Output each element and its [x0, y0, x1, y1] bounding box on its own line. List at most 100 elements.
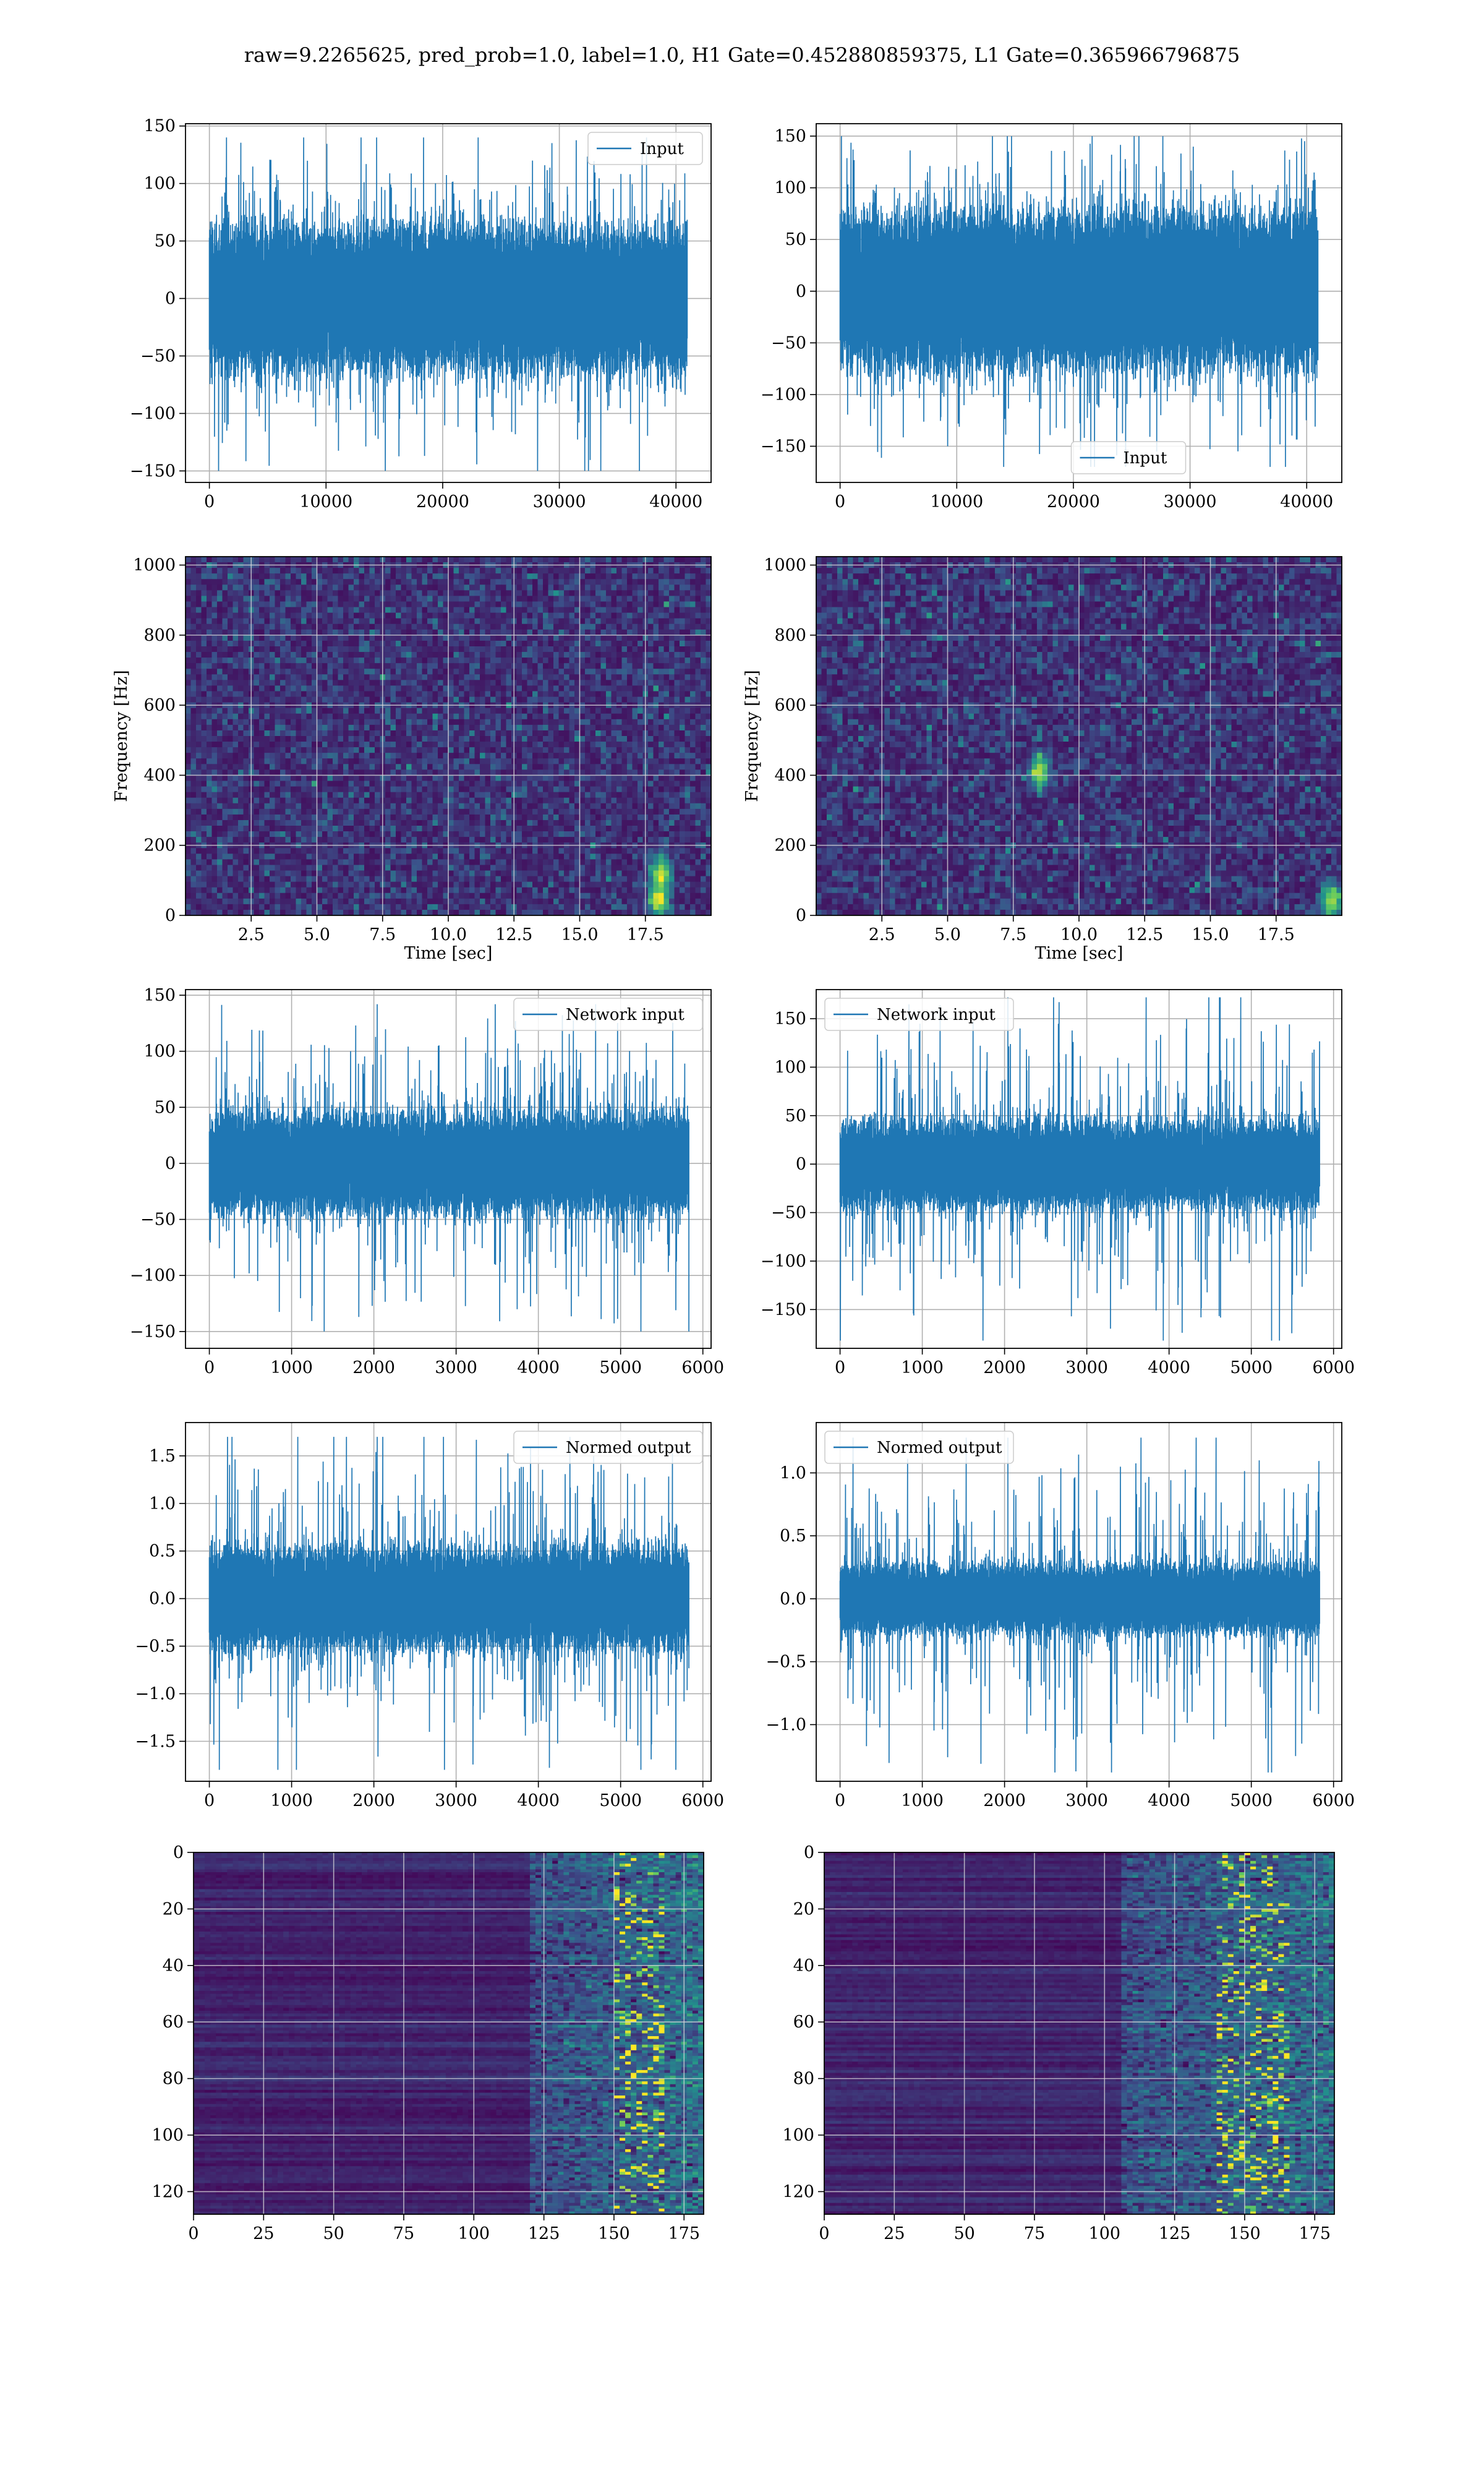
heatmap-cell [595, 685, 602, 692]
heatmap-cell [322, 623, 328, 630]
heatmap-cell [600, 736, 607, 742]
heatmap-cell [569, 696, 575, 703]
heatmap-cell [427, 579, 433, 585]
heatmap-cell [417, 612, 423, 619]
heatmap-cell [663, 742, 670, 748]
heatmap-cell [627, 719, 633, 726]
heatmap-cell [317, 719, 323, 726]
heatmap-cell [632, 635, 638, 641]
heatmap-cell [327, 601, 333, 608]
heatmap-cell [527, 568, 533, 574]
heatmap-cell [443, 742, 449, 748]
heatmap-cell [459, 657, 465, 664]
heatmap-cell [259, 607, 265, 614]
heatmap-cell [422, 814, 428, 821]
heatmap-cell [695, 713, 701, 720]
heatmap-cell [663, 730, 670, 737]
heatmap-cell [317, 769, 323, 776]
heatmap-cell [663, 769, 670, 776]
heatmap-cell [354, 691, 360, 698]
heatmap-cell [674, 713, 680, 720]
heatmap-cell [579, 724, 586, 731]
heatmap-cell [306, 640, 312, 647]
heatmap-cell [291, 736, 297, 742]
heatmap-cell [453, 680, 459, 687]
heatmap-cell [343, 803, 349, 810]
heatmap-cell [590, 808, 596, 815]
heatmap-cell [653, 623, 659, 630]
heatmap-cell [653, 618, 659, 625]
heatmap-cell [611, 814, 617, 821]
heatmap-cell [238, 775, 244, 782]
heatmap-cell [417, 657, 423, 664]
heatmap-cell [632, 736, 638, 742]
heatmap-cell [537, 724, 544, 731]
heatmap-cell [690, 623, 696, 630]
heatmap-cell [590, 719, 596, 726]
heatmap-cell [537, 596, 544, 602]
heatmap-cell [411, 646, 417, 653]
heatmap-cell [207, 596, 213, 602]
heatmap-cell [217, 786, 223, 793]
heatmap-cell [228, 669, 234, 675]
heatmap-cell [238, 826, 244, 832]
heatmap-cell [684, 584, 691, 591]
heatmap-cell [232, 590, 239, 597]
heatmap-cell [222, 803, 228, 810]
heatmap-cell [648, 557, 654, 563]
heatmap-cell [569, 573, 575, 580]
heatmap-cell [343, 713, 349, 720]
heatmap-cell [333, 769, 339, 776]
heatmap-cell [301, 708, 307, 714]
heatmap-cell [312, 669, 318, 675]
heatmap-cell [259, 792, 265, 798]
heatmap-cell [369, 657, 375, 664]
heatmap-cell [301, 557, 307, 563]
heatmap-cell [532, 826, 539, 832]
heatmap-cell [569, 758, 575, 764]
heatmap-cell [296, 814, 302, 821]
heatmap-cell [359, 680, 365, 687]
heatmap-cell [301, 769, 307, 776]
heatmap-cell [611, 691, 617, 698]
heatmap-cell [390, 781, 396, 787]
heatmap-cell [285, 758, 291, 764]
heatmap-cell [385, 708, 391, 714]
heatmap-cell [217, 623, 223, 630]
heatmap-cell [333, 803, 339, 810]
heatmap-cell [448, 742, 454, 748]
heatmap-cell [396, 775, 402, 782]
heatmap-cell [243, 607, 249, 614]
heatmap-cell [569, 736, 575, 742]
heatmap-cell [448, 635, 454, 641]
heatmap-cell [369, 764, 375, 770]
heatmap-cell [480, 623, 486, 630]
heatmap-cell [579, 646, 586, 653]
heatmap-cell [606, 579, 612, 585]
x-tick-label: 10000 [930, 492, 983, 511]
heatmap-cell [553, 724, 560, 731]
heatmap-cell [259, 764, 265, 770]
heatmap-cell [490, 808, 497, 815]
heatmap-cell [222, 568, 228, 574]
heatmap-cell [684, 601, 691, 608]
heatmap-cell [322, 814, 328, 821]
x-tick-label: 40000 [649, 492, 702, 511]
heatmap-cell [532, 792, 539, 798]
heatmap-cell [616, 814, 623, 821]
heatmap-cell [186, 764, 192, 770]
heatmap-cell [516, 629, 522, 636]
heatmap-cell [621, 674, 628, 680]
heatmap-cell [291, 557, 297, 563]
heatmap-cell [301, 742, 307, 748]
heatmap-cell [522, 612, 528, 619]
heatmap-cell [338, 736, 344, 742]
heatmap-cell [228, 719, 234, 726]
heatmap-cell [390, 747, 396, 753]
heatmap-cell [322, 590, 328, 597]
heatmap-cell [443, 590, 449, 597]
heatmap-cell [296, 753, 302, 759]
heatmap-cell [422, 618, 428, 625]
heatmap-cell [638, 623, 644, 630]
heatmap-cell [621, 797, 628, 804]
